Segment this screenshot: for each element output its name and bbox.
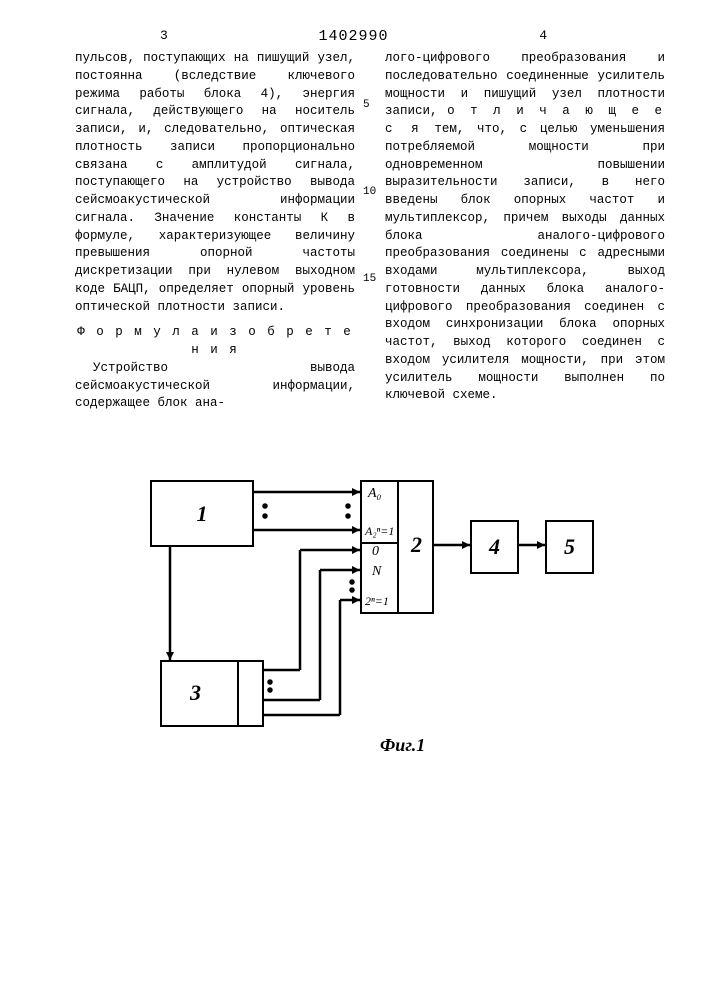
pin-n: N <box>372 564 381 580</box>
document-number: 1402990 <box>318 28 388 45</box>
block-5-label: 5 <box>564 534 575 560</box>
line-num-10: 10 <box>363 185 376 201</box>
block-diagram: 1 2 A₀ A₂ⁿ=1 0 N 2ⁿ=1 3 4 5 Фиг.1 <box>130 470 570 790</box>
block-2: 2 A₀ A₂ⁿ=1 0 N 2ⁿ=1 <box>360 480 434 614</box>
block-5: 5 <box>545 520 594 574</box>
pin-a0: A₀ <box>368 486 381 502</box>
line-num-15: 15 <box>363 272 376 288</box>
page-number-right: 4 <box>539 28 547 43</box>
block-4: 4 <box>470 520 519 574</box>
block-2-label: 2 <box>411 532 422 558</box>
block-3: 3 <box>160 660 264 727</box>
block-4-label: 4 <box>489 534 500 560</box>
pin-a2n1: A₂ⁿ=1 <box>365 524 394 539</box>
left-paragraph-1: пульсов, поступающих на пишущий узел, по… <box>75 51 355 314</box>
left-column: пульсов, поступающих на пишущий узел, по… <box>75 50 355 413</box>
right-paragraph-2: тем, что, с целью уменьшения потребляемо… <box>385 122 665 402</box>
block-1: 1 <box>150 480 254 547</box>
pin-2n1: 2ⁿ=1 <box>365 594 389 609</box>
figure-label: Фиг.1 <box>380 735 425 756</box>
line-num-5: 5 <box>363 98 370 114</box>
page-number-left: 3 <box>160 28 168 43</box>
block-1-label: 1 <box>197 501 208 527</box>
formula-title: Ф о р м у л а и з о б р е т е н и я <box>75 324 355 360</box>
pin-0: 0 <box>372 544 379 560</box>
block-3-label: 3 <box>190 680 201 706</box>
right-column: лого-цифрового преобразования и последов… <box>385 50 665 405</box>
left-paragraph-2: Устройство вывода сейсмоакустической инф… <box>75 360 355 413</box>
